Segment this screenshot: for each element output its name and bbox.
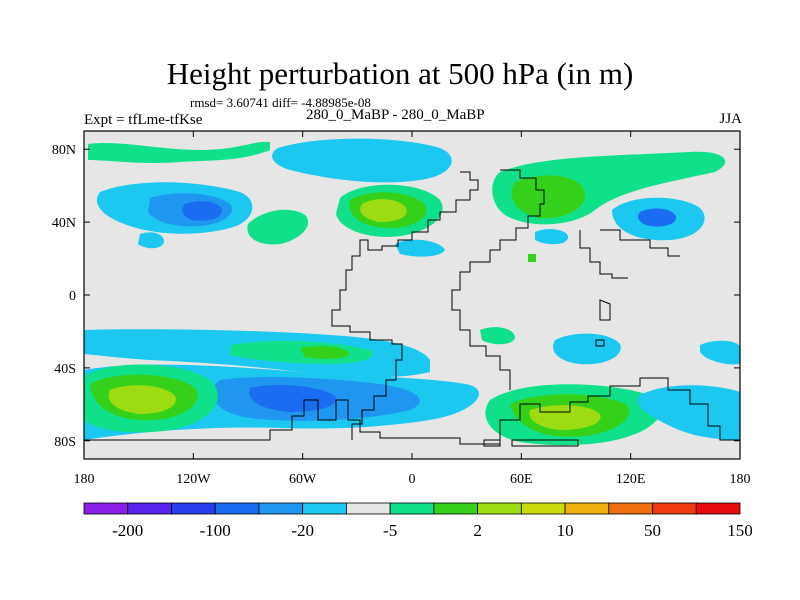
x-tick-label: 180: [730, 472, 751, 487]
coastline-antarctica: [84, 377, 740, 445]
colorbar-swatch: [345, 502, 391, 515]
y-tick-label: 0: [69, 289, 76, 304]
colorbar-swatch: [258, 502, 304, 515]
colorbar-swatch: [433, 502, 479, 515]
x-tick-label: 60E: [510, 472, 533, 487]
contour-nh-caspian-blue: [535, 229, 569, 245]
rmsd-label: rmsd= 3.60741 diff= -4.88985e-08: [190, 95, 371, 110]
experiment-label: Expt = tfLme-tfKse: [84, 112, 203, 128]
colorbar-swatch: [695, 502, 741, 515]
colorbar-swatch: [214, 502, 260, 515]
coastline-sh-islands: [483, 339, 605, 447]
coastlines: [84, 169, 740, 447]
contour-sh-green-core: [300, 346, 350, 359]
coastline-asia: [579, 229, 680, 321]
colorbar-label: -20: [291, 521, 314, 540]
colorbar-label: 150: [727, 521, 753, 540]
coastline-europe-africa: [451, 169, 545, 390]
x-tick-label: 180: [74, 472, 95, 487]
x-tick-label: 60W: [289, 472, 317, 487]
colorbar-swatch: [302, 502, 347, 515]
x-tick-label: 0: [409, 472, 416, 487]
nh-contours: [88, 138, 726, 262]
y-tick-label: 80N: [52, 143, 76, 158]
contour-sh-east-blob: [700, 340, 740, 365]
colorbar-swatch: [608, 502, 653, 515]
colorbar-swatch: [520, 502, 566, 515]
contour-nh-small-square: [528, 254, 536, 262]
x-tick-label: 120E: [616, 472, 646, 487]
colorbar-swatch: [83, 502, 129, 515]
chart-title: Height perturbation at 500 hPa (in m): [166, 56, 634, 91]
colorbar-label: -5: [383, 521, 397, 540]
contour-nh-eurasia-mid: [511, 175, 586, 219]
colorbar-swatch: [652, 502, 697, 515]
contour-sh-main-core: [249, 385, 336, 412]
contour-nh-north-blue: [272, 138, 452, 183]
colorbar-label: -100: [200, 521, 231, 540]
contour-field: [84, 138, 740, 447]
coastline-americas: [331, 171, 479, 440]
colorbar-swatch: [564, 502, 610, 515]
contour-nh-pacific-core: [182, 201, 222, 221]
contour-nh-east-pacific-core: [638, 208, 677, 227]
x-axis: 180 120W 60W 0 60E 120E 180: [74, 131, 751, 487]
case-label: 280_0_MaBP - 280_0_MaBP: [306, 107, 485, 123]
y-tick-label: 80S: [54, 435, 76, 450]
contour-sh-pacific-core: [108, 385, 176, 414]
colorbar-label: 50: [644, 521, 661, 540]
colorbar: -200 -100 -20 -5 2 10 50 150: [83, 502, 753, 540]
contour-nh-green-blob: [247, 209, 309, 245]
y-axis: 80N 40N 0 40S 80S: [52, 143, 740, 450]
y-tick-label: 40N: [52, 216, 76, 231]
colorbar-label: -200: [112, 521, 143, 540]
contour-sh-small-green: [480, 327, 515, 345]
contour-sh-indian-core: [529, 405, 601, 430]
x-tick-label: 120W: [176, 472, 211, 487]
colorbar-label: 10: [557, 521, 574, 540]
season-label: JJA: [719, 111, 742, 127]
colorbar-label: 2: [473, 521, 482, 540]
colorbar-swatch: [127, 502, 172, 515]
contour-nh-atlantic-blue: [395, 239, 445, 257]
contour-nh-atlantic-core: [360, 199, 407, 222]
colorbar-swatch: [171, 502, 216, 515]
y-tick-label: 40S: [54, 362, 76, 377]
colorbar-swatch: [477, 502, 522, 515]
contour-nh-small-blob: [138, 232, 165, 249]
colorbar-swatch: [389, 502, 435, 515]
contour-nh-band: [88, 141, 270, 163]
